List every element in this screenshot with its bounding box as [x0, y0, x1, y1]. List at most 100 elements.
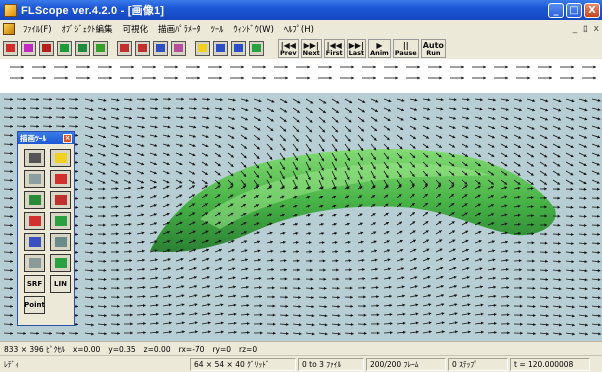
flow-vector-head: [10, 98, 13, 101]
render-canvas[interactable]: [0, 59, 602, 341]
flow-vector-head: [286, 314, 289, 317]
flow-vector-head: [363, 277, 366, 280]
flow-vector-head: [492, 249, 495, 252]
toolbar-color-button[interactable]: [171, 41, 186, 56]
toolbar-color-button[interactable]: [213, 41, 228, 56]
toolbar-color-button[interactable]: [75, 41, 90, 56]
flow-vector-head: [598, 260, 601, 263]
lin-button[interactable]: LIN: [50, 275, 71, 293]
flow-vector-head: [116, 241, 119, 244]
flow-vector-head: [90, 117, 93, 120]
menu-object-edit[interactable]: ｵﾌﾞｼﾞｪｸﾄ編集: [57, 23, 118, 35]
toolbar-color-button[interactable]: [249, 41, 264, 56]
flow-vector-head: [285, 65, 288, 68]
blue-surface-tool[interactable]: [24, 233, 45, 251]
flow-vector-head: [324, 278, 327, 281]
flow-vector-head: [571, 188, 574, 191]
grid-tool[interactable]: [24, 149, 45, 167]
document-icon[interactable]: [3, 23, 15, 35]
point-tool[interactable]: [24, 212, 45, 230]
menu-help[interactable]: ﾍﾙﾌﾟ(H): [279, 23, 319, 35]
flow-vector-head: [402, 285, 405, 288]
close-button[interactable]: X: [584, 3, 600, 18]
toolbar-color-button[interactable]: [231, 41, 246, 56]
sphere-tool[interactable]: [50, 170, 71, 188]
flow-vector-head: [559, 278, 562, 281]
nav-pause-button[interactable]: ||Pause: [393, 39, 419, 58]
tool-glyph-icon: [55, 237, 67, 247]
nav-prev-button[interactable]: |◀◀Prev: [278, 39, 299, 58]
nav-last-button[interactable]: ▶▶|Last: [347, 39, 367, 58]
flow-vector-head: [247, 313, 250, 316]
flow-vector-head: [442, 312, 445, 315]
toolbar-color-button[interactable]: [195, 41, 210, 56]
box-tool[interactable]: [50, 149, 71, 167]
flow-vector-head: [297, 268, 300, 271]
flow-vector-head: [168, 267, 171, 270]
flow-vector-head: [285, 296, 288, 299]
flow-vector-head: [401, 99, 404, 102]
image-size-text: 833 × 396 ﾋﾟｸｾﾙ: [0, 344, 69, 355]
grid-size-status: 64 × 54 × 40 ｸﾞﾘｯﾄﾞ: [190, 358, 296, 371]
green-surface-tool[interactable]: [50, 212, 71, 230]
point-button[interactable]: Point: [24, 296, 45, 314]
toolbar-color-button[interactable]: [21, 41, 36, 56]
mdi-minimize-button[interactable]: _: [570, 24, 581, 34]
slice-tool[interactable]: [24, 254, 45, 272]
toolbar-color-button[interactable]: [39, 41, 54, 56]
flow-vector-head: [376, 286, 379, 289]
srf-button[interactable]: SRF: [24, 275, 45, 293]
flow-vector-head: [104, 296, 107, 299]
flow-vector-head: [245, 258, 248, 261]
menu-visualize[interactable]: 可視化: [118, 23, 154, 35]
menu-tools[interactable]: ﾂｰﾙ: [206, 23, 229, 35]
flow-vector-head: [284, 259, 287, 262]
flow-vector-head: [36, 332, 39, 335]
contour-tool[interactable]: [24, 191, 45, 209]
toolbar-color-button[interactable]: [3, 41, 18, 56]
nav-anim-button[interactable]: ▶Anim: [368, 39, 391, 58]
palette-close-icon[interactable]: ×: [63, 134, 72, 143]
menu-window[interactable]: ｳｨﾝﾄﾞｳ(W): [228, 23, 279, 35]
menu-file[interactable]: ﾌｧｲﾙ(F): [18, 23, 57, 35]
toolbar-color-button[interactable]: [93, 41, 108, 56]
flow-vector-head: [175, 76, 178, 79]
flow-vector-head: [271, 268, 274, 271]
flow-vector-head: [461, 76, 464, 79]
flow-vector-head: [390, 313, 393, 316]
minimize-button[interactable]: _: [548, 3, 564, 18]
flow-vector-head: [389, 304, 392, 307]
toolbar-color-button[interactable]: [153, 41, 168, 56]
nav-first-button[interactable]: |◀◀First: [324, 39, 345, 58]
flow-vector-head: [104, 287, 107, 290]
flow-vector-head: [117, 296, 120, 299]
iso-tool[interactable]: [50, 254, 71, 272]
flow-vector-head: [117, 278, 120, 281]
mdi-close-button[interactable]: x: [591, 24, 602, 34]
flow-vector-head: [104, 99, 107, 102]
flow-vector-head: [75, 197, 78, 200]
maximize-button[interactable]: □: [566, 3, 582, 18]
mdi-restore-button[interactable]: ﾛ: [580, 22, 591, 35]
vector-tool[interactable]: [24, 170, 45, 188]
nav-next-button[interactable]: ▶▶|Next: [301, 39, 322, 58]
flow-vector-head: [194, 98, 197, 101]
flow-vector-head: [130, 331, 133, 334]
flow-vector-head: [597, 197, 600, 200]
menu-draw-params[interactable]: 描画ﾊﾟﾗﾒｰﾀ: [153, 23, 206, 35]
flow-vector-head: [338, 323, 341, 326]
toolbar-color-button[interactable]: [117, 41, 132, 56]
flow-vector-head: [75, 188, 78, 191]
flow-vector-head: [494, 295, 497, 298]
flow-vector-head: [21, 65, 24, 68]
flow-vector-head: [49, 98, 52, 101]
dot-tool[interactable]: [50, 191, 71, 209]
toolbar-color-button[interactable]: [57, 41, 72, 56]
toolbar-color-button[interactable]: [135, 41, 150, 56]
flow-visualization: [0, 59, 602, 341]
flow-vector-head: [207, 294, 210, 297]
flow-vector-head: [195, 312, 198, 315]
flow-vector-head: [312, 314, 315, 317]
stream-tool[interactable]: [50, 233, 71, 251]
